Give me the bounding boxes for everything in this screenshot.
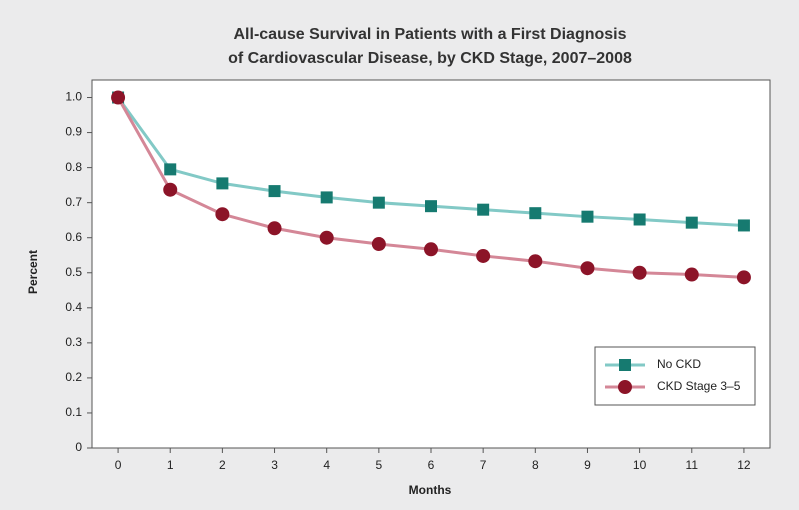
marker — [737, 219, 750, 232]
marker — [425, 200, 437, 213]
marker — [216, 177, 229, 190]
marker — [163, 182, 178, 197]
marker — [215, 207, 230, 222]
y-tick-label: 0.3 — [65, 335, 82, 349]
legend-marker — [619, 359, 631, 371]
chart-title: of Cardiovascular Disease, by CKD Stage,… — [228, 50, 632, 67]
marker — [268, 185, 281, 198]
y-tick-label: 0.7 — [65, 195, 82, 209]
x-tick-label: 12 — [737, 458, 751, 472]
y-tick-label: 0.1 — [65, 405, 82, 419]
y-tick-label: 0.8 — [65, 160, 82, 174]
marker — [320, 191, 333, 204]
y-tick-label: 0.5 — [65, 265, 82, 279]
marker — [477, 203, 490, 216]
x-tick-label: 3 — [271, 458, 278, 472]
x-tick-label: 8 — [532, 458, 539, 472]
y-tick-label: 0.2 — [65, 370, 82, 384]
marker — [164, 163, 177, 176]
marker — [529, 207, 542, 220]
x-tick-label: 7 — [480, 458, 487, 472]
marker — [528, 254, 543, 269]
marker — [424, 242, 438, 257]
x-tick-label: 4 — [323, 458, 330, 472]
y-axis-label: Percent — [26, 250, 40, 294]
y-tick-label: 0.9 — [65, 125, 82, 139]
x-tick-label: 6 — [428, 458, 435, 472]
marker — [581, 210, 594, 223]
x-tick-label: 5 — [376, 458, 383, 472]
y-tick-label: 1.0 — [65, 90, 82, 104]
marker — [684, 267, 699, 282]
y-tick-label: 0.4 — [65, 300, 82, 314]
legend-label: CKD Stage 3–5 — [657, 379, 741, 393]
x-axis-label: Months — [409, 483, 452, 497]
marker — [111, 90, 126, 105]
x-tick-label: 1 — [167, 458, 174, 472]
x-tick-label: 10 — [633, 458, 647, 472]
marker — [319, 230, 334, 245]
x-tick-label: 11 — [686, 458, 699, 472]
marker — [633, 213, 646, 226]
chart-title: All-cause Survival in Patients with a Fi… — [234, 26, 627, 43]
marker — [736, 270, 751, 285]
y-tick-label: 0.6 — [65, 230, 82, 244]
marker — [632, 265, 647, 280]
marker — [371, 237, 386, 252]
x-tick-label: 0 — [115, 458, 122, 472]
legend-box — [594, 346, 756, 406]
marker — [372, 196, 385, 209]
x-tick-label: 9 — [584, 458, 591, 472]
legend-label: No CKD — [657, 357, 701, 371]
marker — [580, 261, 595, 276]
marker — [476, 248, 491, 263]
marker — [267, 221, 282, 236]
legend-marker — [618, 380, 632, 394]
x-tick-label: 2 — [219, 458, 226, 472]
marker — [685, 216, 698, 229]
y-tick-label: 0 — [75, 440, 82, 454]
